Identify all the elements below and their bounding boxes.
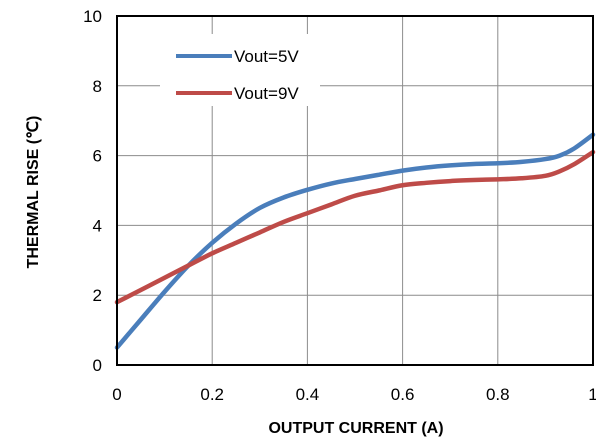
legend: Vout=5V Vout=9V [160,34,320,106]
y-tick-label: 4 [93,216,102,235]
y-tick-label: 2 [93,286,102,305]
x-tick-label: 0.4 [296,385,320,404]
legend-label-vout-5v: Vout=5V [234,47,299,66]
series-lines [114,132,596,350]
plot-frame [116,15,594,366]
y-tick-label: 0 [93,356,102,375]
y-axis-title: THERMAL RISE (℃) [25,116,42,269]
x-tick-labels: 0 0.2 0.4 0.6 0.8 1 [112,385,596,404]
y-tick-label: 10 [83,7,102,26]
y-tick-labels: 0 2 4 6 8 10 [83,7,102,375]
x-tick-label: 1 [588,385,596,404]
x-tick-label: 0.8 [486,385,510,404]
x-axis-title: OUTPUT CURRENT (A) [268,420,443,437]
y-tick-label: 6 [93,147,102,166]
y-tick-label: 8 [93,77,102,96]
series-line-vout-9v [114,149,596,305]
x-tick-label: 0.6 [391,385,415,404]
x-tick-label: 0 [112,385,121,404]
series-line-vout-5v [114,132,596,350]
x-tick-label: 0.2 [200,385,224,404]
legend-label-vout-9v: Vout=9V [234,84,299,103]
